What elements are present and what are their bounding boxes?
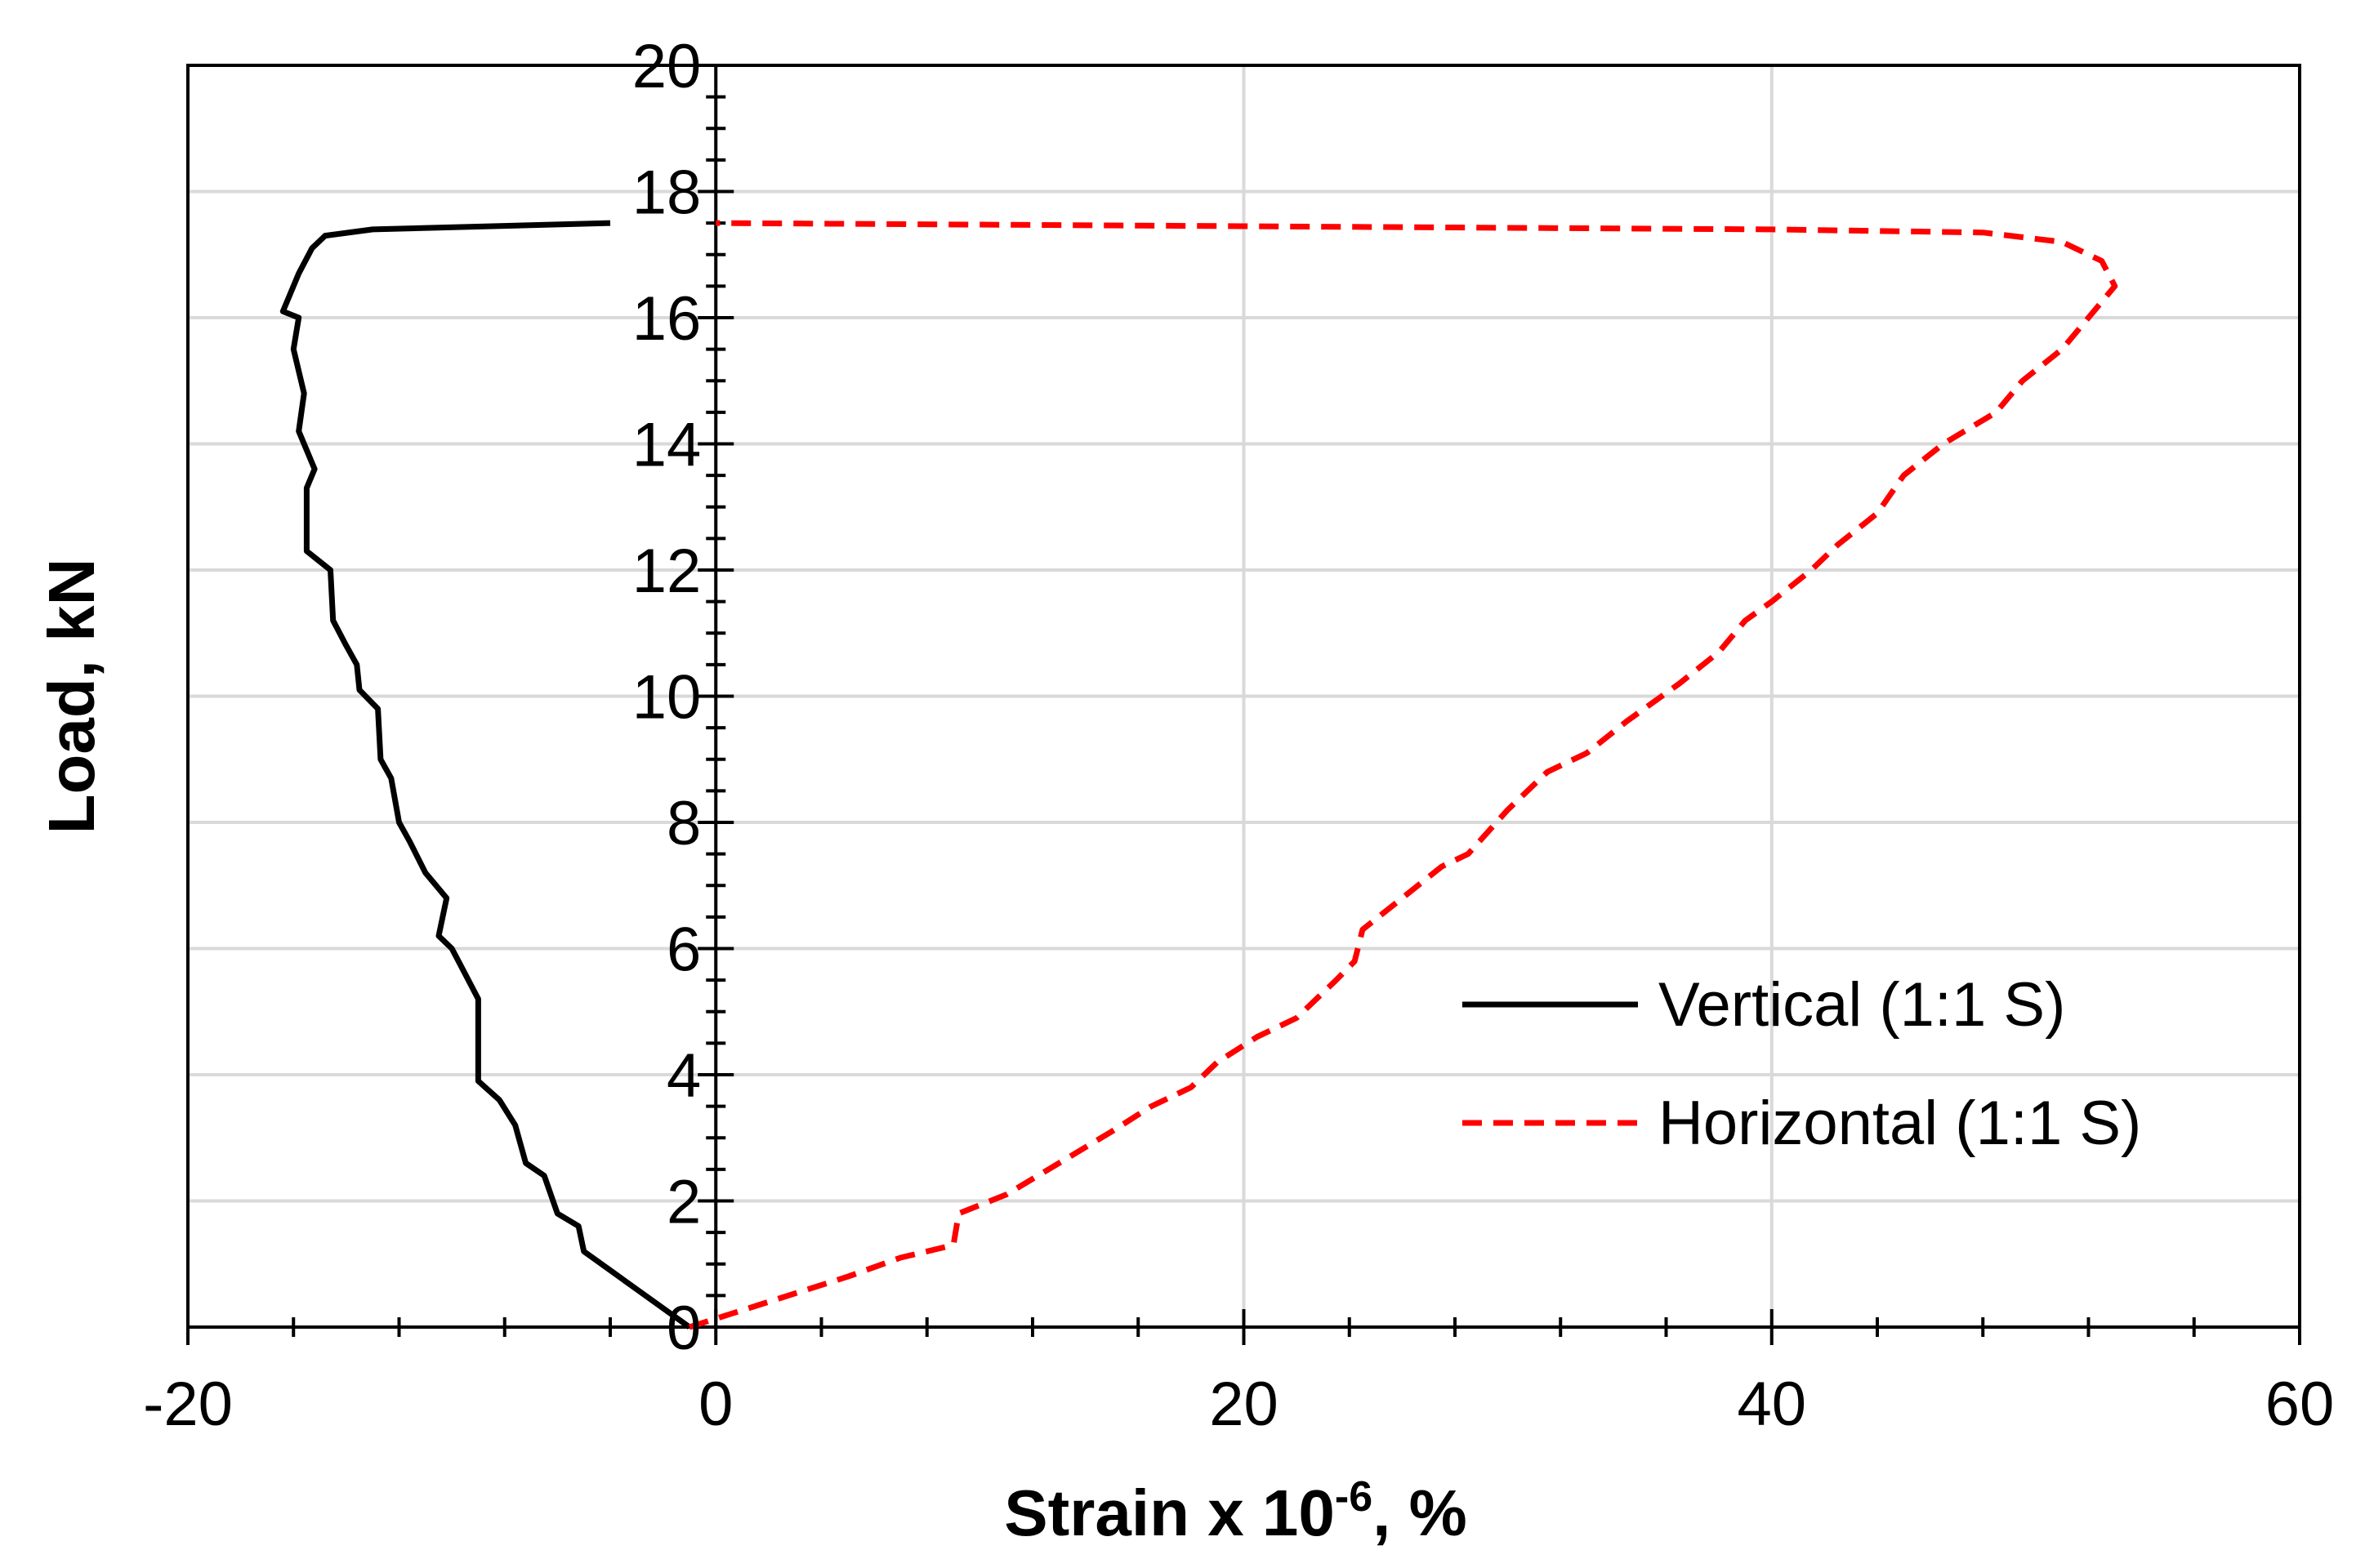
tick-labels: 0 2 4 6 8 10 12 14 16 18 20 -20 0 20 40 60 <box>143 32 2334 1439</box>
y-tick-label: 16 <box>632 284 702 354</box>
x-tick-label: 0 <box>698 1370 733 1439</box>
axes <box>186 64 2301 1345</box>
y-tick-label: 10 <box>632 663 702 733</box>
x-axis-title-exponent: -6 <box>1335 1473 1372 1521</box>
x-tick-label: 20 <box>1209 1370 1278 1439</box>
legend-label-horizontal: Horizontal (1:1 S) <box>1658 1089 2141 1158</box>
x-tick-label: 40 <box>1737 1370 1806 1439</box>
x-axis-title: Strain x 10-6, % <box>1004 1473 1467 1549</box>
y-tick-label: 0 <box>667 1294 701 1363</box>
y-tick-label: 18 <box>632 158 702 228</box>
x-axis-title-main: Strain x 10 <box>1004 1477 1335 1549</box>
x-tick-label: -20 <box>143 1370 233 1439</box>
series-line-horizontal <box>688 220 2118 1330</box>
series-layer <box>279 220 2118 1330</box>
y-axis-title: Load, kN <box>35 559 108 835</box>
legend-label-vertical: Vertical (1:1 S) <box>1658 970 2065 1040</box>
y-tick-label: 8 <box>667 789 701 858</box>
y-tick-label: 12 <box>632 537 702 606</box>
y-tick-label: 2 <box>667 1168 701 1237</box>
series-line-vertical <box>279 220 691 1330</box>
y-tick-label: 6 <box>667 915 701 985</box>
y-tick-label: 20 <box>632 32 702 101</box>
x-axis-title-suffix: , % <box>1372 1477 1467 1549</box>
x-tick-label: 60 <box>2265 1370 2335 1439</box>
legend: Vertical (1:1 S) Horizontal (1:1 S) <box>1462 970 2141 1158</box>
y-tick-label: 14 <box>632 411 702 480</box>
y-tick-label: 4 <box>667 1041 701 1111</box>
